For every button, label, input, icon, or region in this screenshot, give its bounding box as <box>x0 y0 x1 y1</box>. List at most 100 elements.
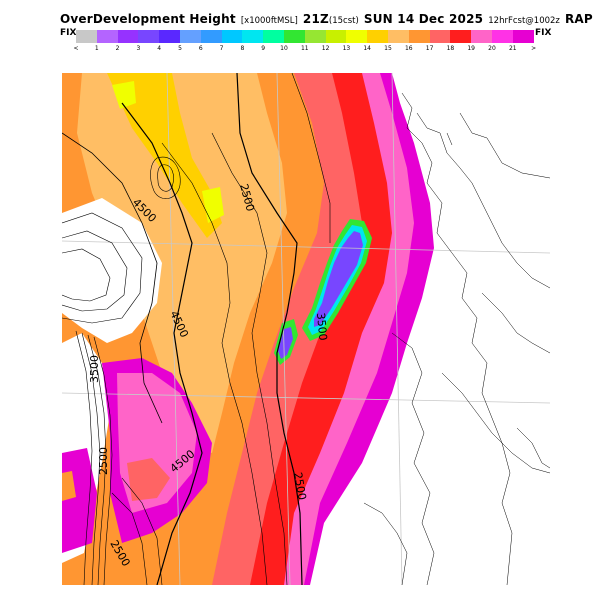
contour-west-white-area <box>62 248 111 302</box>
legend-tick-label: 5 <box>178 45 182 52</box>
legend-swatch <box>471 30 492 43</box>
color-legend-bar <box>76 30 534 43</box>
title-model-run: 12hrFcst@1002z <box>488 16 560 26</box>
boundary-lines <box>363 92 550 585</box>
title-timezone: (15cst) <box>328 16 359 26</box>
legend-swatch <box>159 30 180 43</box>
contour-label: 3500 <box>88 355 101 383</box>
fill-yellow-peak <box>112 81 224 223</box>
legend-tick-label: 3 <box>136 45 141 52</box>
boundary-line <box>459 112 550 179</box>
contour-west-tight <box>81 332 101 585</box>
legend-swatch <box>96 30 118 43</box>
height-contour-lines <box>62 73 331 585</box>
legend-swatch <box>304 30 326 43</box>
legend-swatch <box>367 30 388 43</box>
contour-label: 2500 <box>291 471 309 501</box>
boundary-line <box>391 332 435 585</box>
legend-tick-label: 17 <box>425 45 434 52</box>
boundary-line <box>446 132 453 146</box>
legend-swatch <box>429 30 451 43</box>
legend-tick-label: 19 <box>467 45 476 52</box>
legend-swatch <box>346 30 368 43</box>
contour-sw <box>121 477 163 585</box>
title-date: SUN 14 Dec 2025 <box>363 12 484 26</box>
fill-west-salmon-patch <box>127 458 170 501</box>
boundary-line <box>363 502 408 585</box>
legend-swatch <box>263 30 284 43</box>
legend-swatch <box>491 30 513 43</box>
legend-tick-label: 18 <box>446 45 455 52</box>
legend-tick-label: 7 <box>219 45 224 52</box>
fill-gold <box>107 73 222 238</box>
contour-west-tight <box>87 334 107 585</box>
legend-swatch <box>408 30 430 43</box>
legend-swatch <box>512 30 534 43</box>
contour-west-tight <box>75 330 93 585</box>
legend-swatch <box>200 30 222 43</box>
contour-2500-east <box>236 73 303 585</box>
legend-tick-label: 2 <box>115 45 120 52</box>
legend-tick-label: 21 <box>508 45 517 52</box>
grid-line <box>62 392 550 404</box>
legend-swatch <box>76 30 97 43</box>
overdevelopment-height-map: 2500 4500 4500 3500 2500 2500 3500 4500 … <box>62 73 550 585</box>
title-time: 21Z <box>302 12 329 26</box>
legend-tick-label: 14 <box>363 45 372 52</box>
legend-tick-label: 15 <box>384 45 392 52</box>
contour-west-white-area <box>62 230 128 312</box>
legend-tick-label: 16 <box>404 45 413 52</box>
fill-orange-west-patch <box>62 471 76 501</box>
contour-west-tight <box>93 336 113 585</box>
legend-swatch <box>138 30 160 43</box>
legend-swatch <box>283 30 305 43</box>
fill-purple-blob <box>278 327 293 359</box>
boundary-line <box>481 292 550 354</box>
boundary-line <box>416 112 550 289</box>
title-main: OverDevelopment Height <box>60 12 236 26</box>
fill-tan <box>77 73 287 453</box>
grid-line <box>62 240 550 254</box>
title-model: RAP <box>564 12 593 26</box>
legend-swatch <box>242 30 264 43</box>
fix-label-left: FIX <box>60 28 77 38</box>
contour-secondary <box>211 132 288 585</box>
contour-peak-rings <box>150 156 181 199</box>
contour-label: 3500 <box>314 312 329 341</box>
legend-tick-label: 10 <box>280 45 288 52</box>
boundary-line <box>401 92 453 254</box>
fix-label-right: FIX <box>535 28 552 38</box>
legend-swatch <box>450 30 472 43</box>
legend-tick-label: < <box>73 45 79 52</box>
contour-secondary <box>291 73 331 243</box>
height-fill-layer <box>62 73 434 585</box>
contour-4500 <box>121 102 203 585</box>
legend-swatch <box>221 30 243 43</box>
contour-3500 <box>62 132 163 424</box>
legend-tick-label: 4 <box>157 45 162 52</box>
grid-line <box>391 73 403 585</box>
boundary-line <box>441 372 550 474</box>
legend-tick-label: 12 <box>321 45 330 52</box>
boundary-line <box>516 427 550 469</box>
fill-west-white <box>62 198 162 343</box>
legend-tick-label: 11 <box>300 45 309 52</box>
legend-swatch <box>117 30 139 43</box>
title-units: [x1000ftMSL] <box>240 16 298 26</box>
boundary-line <box>451 252 513 585</box>
legend-tick-label: 6 <box>198 45 203 52</box>
map-title: OverDevelopment Height [x1000ftMSL] 21Z(… <box>60 8 593 27</box>
contour-label: 2500 <box>97 447 110 475</box>
legend-tick-label: > <box>531 45 537 52</box>
legend-tick-label: 13 <box>342 45 351 52</box>
fill-purple-core <box>314 231 363 327</box>
contour-sw <box>111 492 148 585</box>
legend-tick-label: 1 <box>94 45 99 52</box>
contour-secondary <box>161 142 268 585</box>
legend-tick-label: 20 <box>488 45 496 52</box>
legend-tick-label: 9 <box>261 45 266 52</box>
legend-tick-label: 8 <box>240 45 245 52</box>
map-panel: 2500 4500 4500 3500 2500 2500 3500 4500 … <box>62 73 550 585</box>
legend-swatch <box>179 30 201 43</box>
legend-swatch <box>325 30 347 43</box>
